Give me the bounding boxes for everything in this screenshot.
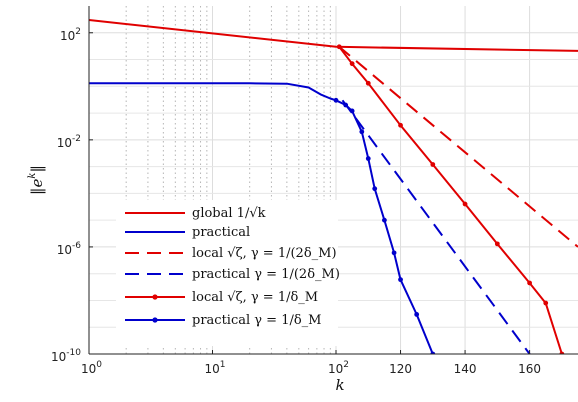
series-point-4 <box>365 80 371 86</box>
series-line-1 <box>89 82 337 102</box>
series-point-5 <box>391 250 397 256</box>
series-line-4 <box>338 46 563 354</box>
y-tick-label: 102 <box>60 27 81 43</box>
x-tick-label: 120 <box>389 362 412 376</box>
x-tick-label-exp: 2 <box>343 360 349 370</box>
y-axis-label-e: e <box>28 178 46 187</box>
y-tick-label-exp: -6 <box>72 241 81 251</box>
y-tick-label-base: 10 <box>57 136 72 150</box>
x-tick-label-base: 10 <box>205 362 220 376</box>
series-point-5 <box>349 108 355 114</box>
series-line-2 <box>338 46 578 248</box>
x-tick-label: 100 <box>81 360 102 376</box>
svg-text:‖ek‖: ‖ek‖ <box>27 165 46 195</box>
x-tick-label-exp: 0 <box>96 360 102 370</box>
x-tick-label-exp: 1 <box>220 360 226 370</box>
y-tick-label: 10-10 <box>51 348 81 364</box>
series-point-5 <box>382 217 387 223</box>
series-point-4 <box>430 162 436 167</box>
series-layer <box>89 19 578 354</box>
y-tick-label-base: 10 <box>51 350 66 364</box>
y-axis-label-close: ‖ <box>28 165 46 173</box>
y-tick-label: 10-2 <box>57 134 81 150</box>
series-point-5 <box>414 312 420 317</box>
legend-label-3: practical γ = 1/(2δ_M) <box>192 267 340 282</box>
legend-label-1: practical <box>192 225 250 240</box>
series-line-3 <box>341 99 531 354</box>
legend-label-5: practical γ = 1/δ_M <box>192 313 322 328</box>
x-axis-label: k <box>335 376 344 394</box>
y-tick-label-exp: -10 <box>66 348 81 358</box>
series-point-4 <box>398 122 403 128</box>
series-point-4 <box>543 300 549 306</box>
series-point-5 <box>343 102 349 108</box>
y-tick-label: 10-6 <box>57 241 82 257</box>
y-tick-label-exp: -2 <box>72 134 81 144</box>
legend: global 1/√k practical local √ζ, γ = 1/(2δ_… <box>116 200 340 346</box>
y-axis-label-open: ‖ <box>28 187 46 195</box>
legend-marker-4 <box>152 294 158 300</box>
x-tick-label: 101 <box>205 360 226 376</box>
y-tick-label-exp: 2 <box>75 27 81 37</box>
series-point-4 <box>494 241 500 247</box>
x-tick-label: 102 <box>328 360 349 376</box>
legend-label-4: local √ζ, γ = 1/δ_M <box>192 290 318 305</box>
series-point-5 <box>333 97 339 103</box>
x-tick-label: 140 <box>454 362 477 376</box>
legend-label-2: local √ζ, γ = 1/(2δ_M) <box>192 246 337 261</box>
series-point-5 <box>359 129 365 135</box>
legend-marker-5 <box>152 317 158 323</box>
series-point-5 <box>398 277 403 283</box>
y-axis-label: ‖ek‖ <box>27 165 46 195</box>
x-tick-label-base: 10 <box>328 362 343 376</box>
series-point-4 <box>527 280 532 286</box>
series-point-4 <box>349 61 355 67</box>
series-point-5 <box>372 186 378 192</box>
y-axis-label-k: k <box>27 173 38 179</box>
series-point-4 <box>559 351 565 354</box>
x-tick-label-base: 10 <box>81 362 96 376</box>
y-tick-label-base: 10 <box>60 29 75 43</box>
y-tick-label-base: 10 <box>57 243 72 257</box>
legend-label-0: global 1/√k <box>192 206 266 221</box>
series-point-5 <box>430 351 436 354</box>
series-point-4 <box>462 201 468 207</box>
x-tick-label: 160 <box>518 362 541 376</box>
series-line-0 <box>89 19 578 52</box>
series-point-4 <box>336 44 342 50</box>
series-point-5 <box>365 156 371 161</box>
